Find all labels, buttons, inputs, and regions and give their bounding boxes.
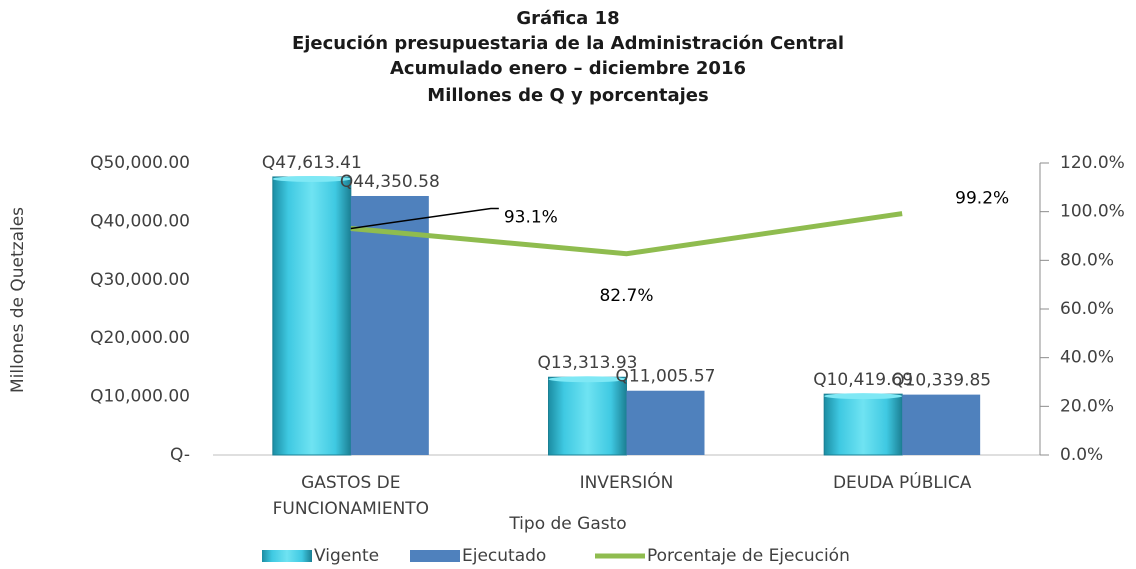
x-axis-title: Tipo de Gasto [508, 514, 626, 534]
x-tick-label: DEUDA PÚBLICA [833, 471, 972, 493]
bar [823, 393, 903, 456]
leader-line [350, 207, 499, 230]
bar [272, 176, 352, 456]
y-tick-label: Q50,000.00 [90, 153, 190, 173]
data-label: 99.2% [955, 189, 1009, 209]
x-tick-label: INVERSIÓN [580, 471, 674, 493]
data-label: 93.1% [504, 207, 558, 227]
bar [350, 195, 429, 455]
bar-cap [824, 393, 903, 400]
legend-label: Ejecutado [462, 546, 546, 566]
y2-tick-label: 100.0% [1060, 202, 1125, 222]
y2-tick-label: 40.0% [1060, 348, 1114, 368]
bar-cap [548, 376, 627, 383]
bar [902, 394, 981, 455]
legend-swatch [262, 550, 312, 562]
y2-tick-label: 0.0% [1060, 445, 1103, 465]
bar [626, 390, 705, 455]
chart-title: Ejecución presupuestaria de la Administr… [292, 33, 844, 54]
y-tick-label: Q30,000.00 [90, 270, 190, 290]
y-tick-label: Q40,000.00 [90, 211, 190, 231]
data-label: Q11,005.57 [616, 367, 716, 387]
legend-swatch [410, 550, 460, 562]
bar-cap [272, 175, 351, 182]
y2-tick-label: 60.0% [1060, 299, 1114, 319]
y2-tick-label: 120.0% [1060, 153, 1125, 173]
data-label: Q44,350.58 [340, 172, 440, 192]
y-axis-title: Millones de Quetzales [8, 207, 28, 393]
y-tick-label: Q- [170, 445, 190, 465]
y2-tick-label: 80.0% [1060, 250, 1114, 270]
bar [548, 376, 627, 456]
legend-label: Vigente [314, 546, 379, 566]
chart-title: Gráfica 18 [516, 8, 619, 29]
y2-tick-label: 20.0% [1060, 396, 1114, 416]
y-tick-label: Q10,000.00 [90, 387, 190, 407]
legend-label: Porcentaje de Ejecución [647, 546, 850, 566]
data-label: Q10,339.85 [891, 371, 991, 391]
chart-title: Acumulado enero – diciembre 2016 [390, 58, 746, 79]
line [350, 211, 903, 257]
data-label: Q13,313.93 [538, 353, 638, 373]
data-label: Q10,419.69 [813, 370, 913, 390]
x-tick-label: GASTOS DE FUNCIONAMIENTO [273, 473, 429, 519]
data-label: Q47,613.41 [262, 153, 362, 173]
chart-title: Millones de Q y porcentajes [427, 85, 708, 106]
y-tick-label: Q20,000.00 [90, 328, 190, 348]
data-label: 82.7% [599, 286, 653, 306]
